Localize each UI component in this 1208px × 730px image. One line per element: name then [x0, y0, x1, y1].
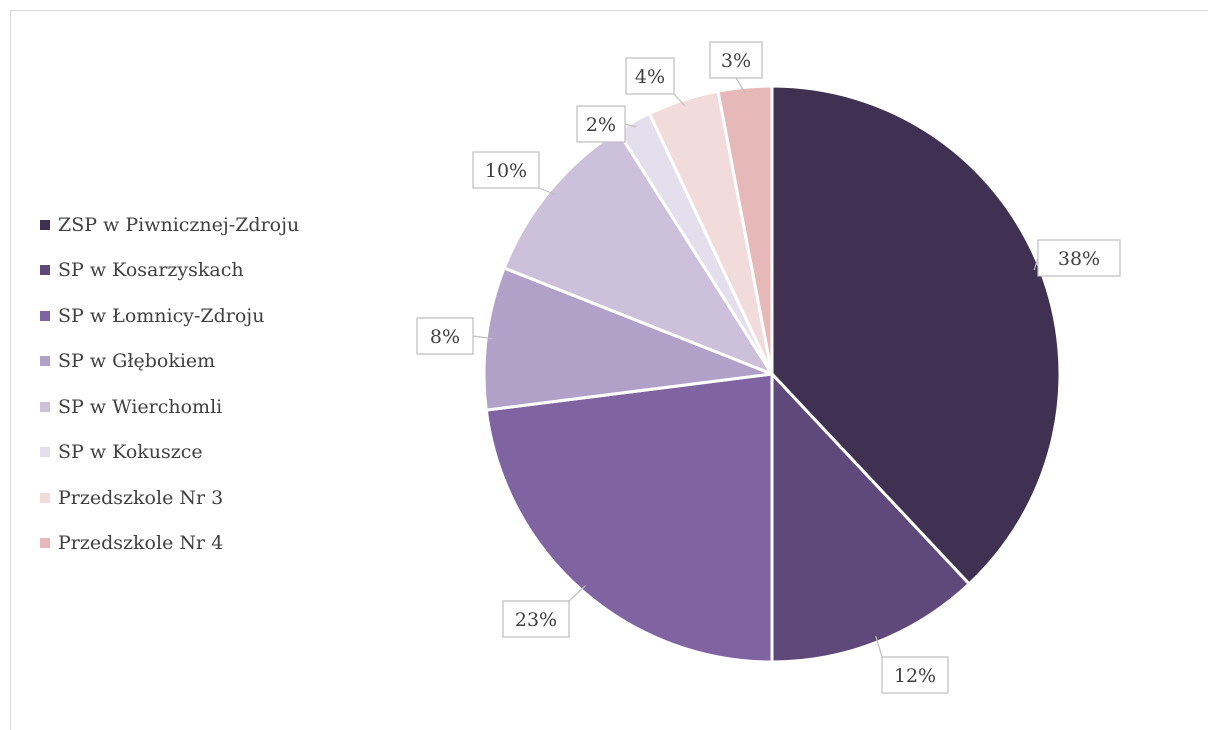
- callout-box: [881, 656, 949, 694]
- data-label-callouts: 38% 12% 23% 8% 10% 2% 4% 3%: [416, 41, 1121, 694]
- legend: ZSP w Piwnicznej-Zdroju SP w Kosarzyskac…: [40, 202, 299, 566]
- legend-swatch: [40, 310, 50, 321]
- legend-item-przedszkole-4: Przedszkole Nr 4: [40, 521, 299, 567]
- legend-label: SP w Wierchomli: [58, 395, 223, 418]
- legend-item-sp-glebokie: SP w Głębokiem: [40, 339, 299, 385]
- data-label-zsp-piwniczna: 38%: [1058, 248, 1100, 270]
- callout-leader: [735, 77, 746, 94]
- callout-leader: [568, 585, 586, 602]
- callout-leader: [624, 123, 637, 128]
- callout-box: [576, 105, 626, 143]
- data-label-sp-kokuszka: 2%: [586, 114, 616, 136]
- legend-label: Przedszkole Nr 3: [58, 486, 224, 509]
- legend-label: Przedszkole Nr 4: [58, 532, 224, 555]
- legend-item-zsp-piwniczna: ZSP w Piwnicznej-Zdroju: [40, 202, 299, 248]
- legend-swatch: [40, 401, 50, 412]
- legend-item-przedszkole-3: Przedszkole Nr 3: [40, 475, 299, 521]
- chart-area: [10, 10, 1208, 730]
- data-label-sp-glebokie: 8%: [430, 326, 460, 348]
- legend-swatch: [40, 538, 50, 549]
- data-label-przedszkole-3: 4%: [635, 66, 665, 88]
- legend-label: ZSP w Piwnicznej-Zdroju: [58, 213, 300, 236]
- data-label-sp-lomnica: 23%: [515, 609, 557, 631]
- legend-item-sp-kosarzyska: SP w Kosarzyskach: [40, 248, 299, 294]
- legend-label: SP w Głębokiem: [58, 350, 216, 373]
- callout-leader: [472, 335, 493, 340]
- legend-item-sp-lomnica: SP w Łomnicy-Zdroju: [40, 293, 299, 339]
- legend-swatch: [40, 265, 50, 276]
- pie-slice-przedszkole-4: [716, 84, 774, 375]
- callout-box: [416, 317, 474, 355]
- callout-box: [502, 600, 570, 638]
- legend-swatch: [40, 447, 50, 458]
- legend-item-sp-wierchomla: SP w Wierchomli: [40, 384, 299, 430]
- legend-label: SP w Kosarzyskach: [58, 259, 244, 282]
- legend-item-sp-kokuszka: SP w Kokuszce: [40, 430, 299, 476]
- callout-leader: [673, 93, 686, 107]
- data-label-przedszkole-4: 3%: [721, 50, 751, 72]
- callout-leader: [1033, 257, 1039, 271]
- callout-box: [1037, 239, 1121, 277]
- callout-box: [709, 41, 763, 79]
- callout-box: [472, 151, 540, 189]
- legend-swatch: [40, 356, 50, 367]
- legend-label: SP w Kokuszce: [58, 441, 203, 464]
- callout-leader: [875, 636, 883, 658]
- data-label-sp-wierchomla: 10%: [485, 160, 527, 182]
- pie-slices: [482, 84, 1062, 664]
- legend-swatch: [40, 492, 50, 503]
- legend-swatch: [40, 219, 50, 230]
- legend-label: SP w Łomnicy-Zdroju: [58, 304, 265, 327]
- callout-leader: [538, 187, 555, 195]
- data-label-sp-kosarzyska: 12%: [894, 665, 936, 687]
- callout-box: [625, 57, 675, 95]
